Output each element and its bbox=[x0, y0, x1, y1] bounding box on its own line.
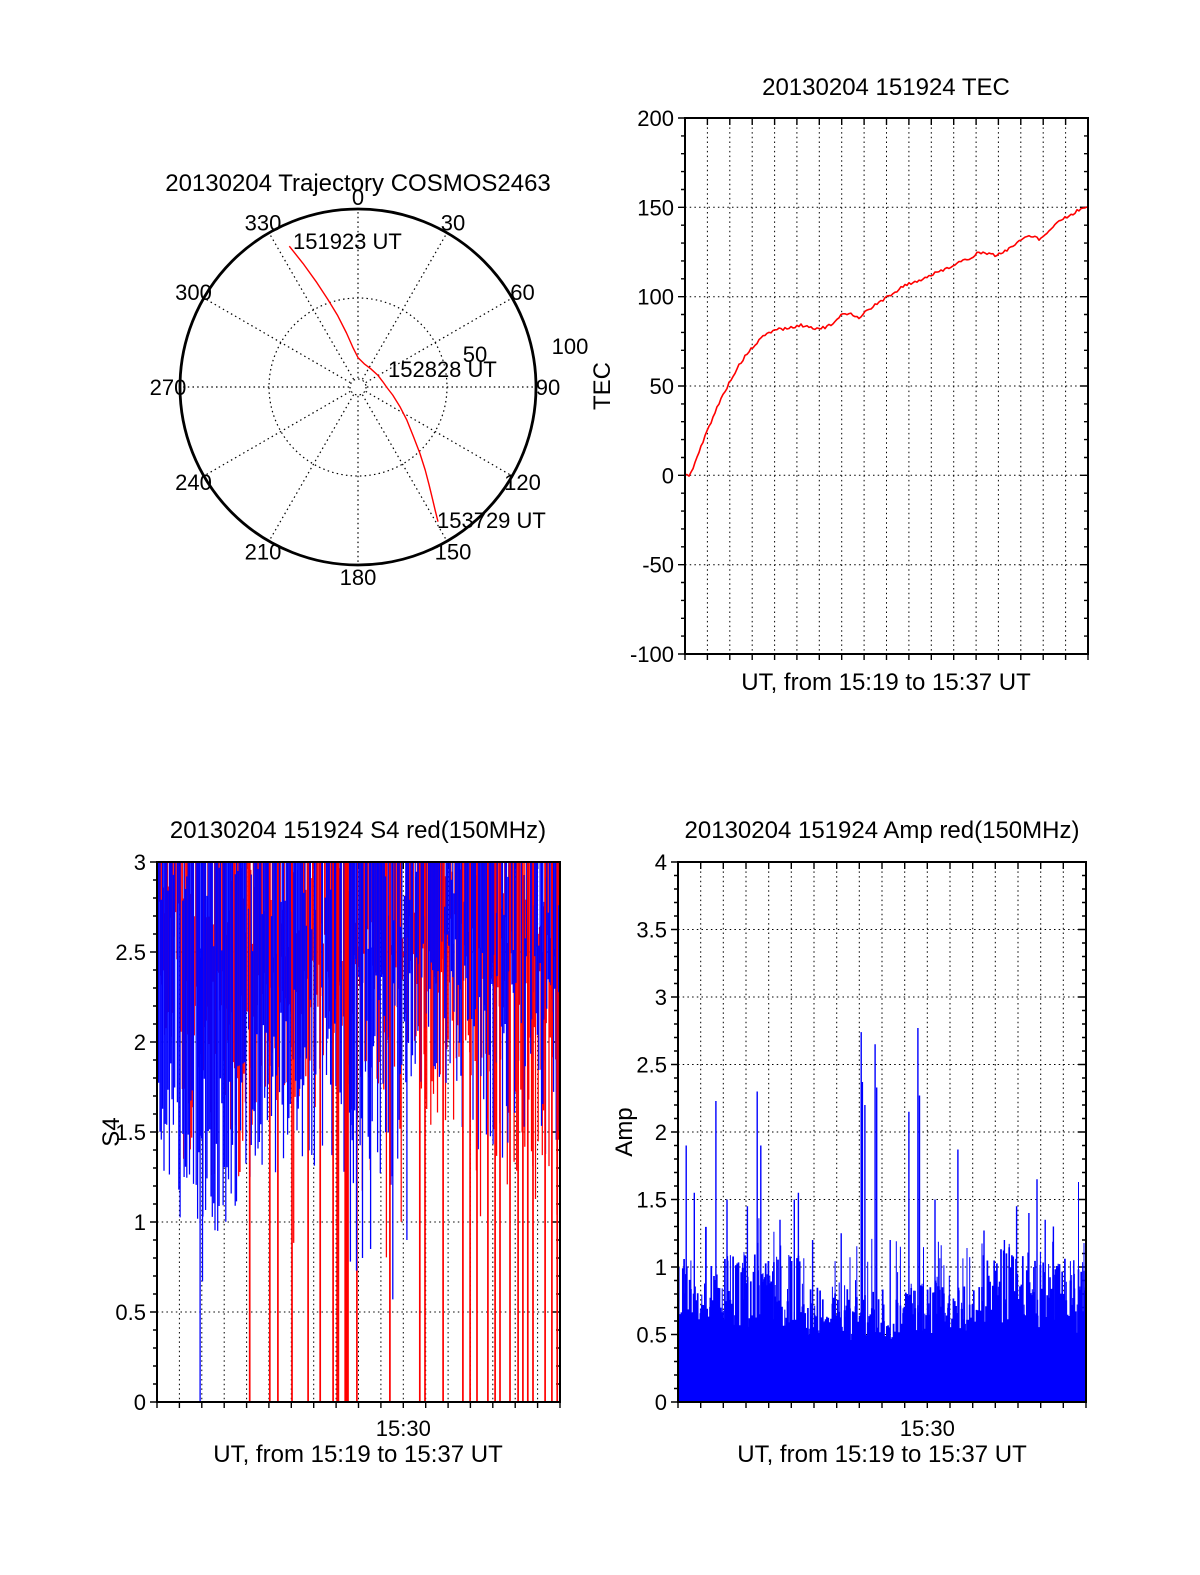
polar-outer-circle bbox=[178, 207, 538, 567]
grid-lines bbox=[678, 862, 1086, 1402]
s4-x-axis-label: UT, from 15:19 to 15:37 UT bbox=[213, 1441, 503, 1468]
amp-canvas: 4 3.5 3 2.5 2 1.5 1 0.5 0 15:30 bbox=[636, 850, 1087, 1441]
s4-y-axis-label: S4 bbox=[98, 1117, 125, 1146]
s4-red-dropout-lines bbox=[248, 862, 559, 1402]
tec-y-axis-label: TEC bbox=[589, 362, 616, 410]
tec-x-axis-label: UT, from 15:19 to 15:37 UT bbox=[741, 669, 1031, 696]
polar-angle-tick-label: 300 bbox=[175, 280, 212, 305]
polar-angle-tick-label: 210 bbox=[245, 540, 282, 565]
y-tick-label: 2.5 bbox=[636, 1053, 667, 1078]
amp-x-axis-label: UT, from 15:19 to 15:37 UT bbox=[737, 1441, 1027, 1468]
x-tick-label: 15:30 bbox=[900, 1416, 955, 1441]
polar-angle-tick-label: 90 bbox=[536, 375, 560, 400]
polar-angle-tick-label: 120 bbox=[504, 470, 541, 495]
trajectory-annotation-end-time: 153729 UT bbox=[437, 508, 546, 533]
y-tick-label: 1 bbox=[655, 1255, 667, 1280]
plot-frame bbox=[156, 861, 561, 1403]
polar-angle-tick-label: 180 bbox=[340, 565, 377, 590]
trajectory-line bbox=[288, 245, 439, 522]
plot-frame bbox=[677, 861, 1087, 1403]
y-tick-label: 0 bbox=[662, 463, 674, 488]
y-tick-label: 3 bbox=[655, 985, 667, 1010]
polar-angle-tick-label: 30 bbox=[441, 211, 465, 236]
polar-grid-ring-50 bbox=[268, 297, 448, 477]
y-tick-label: 50 bbox=[650, 374, 674, 399]
plot-frame bbox=[684, 117, 1089, 655]
amp-big-spike-lines bbox=[685, 1028, 1075, 1402]
tick-marks bbox=[678, 117, 1089, 660]
polar-angle-tick-label: 150 bbox=[435, 540, 472, 565]
trajectory-title: 20130204 Trajectory COSMOS2463 bbox=[165, 170, 551, 197]
polar-angle-tick-label: 60 bbox=[510, 280, 534, 305]
y-tick-label: 0.5 bbox=[636, 1323, 667, 1348]
y-tick-label: 2 bbox=[134, 1030, 146, 1055]
y-tick-label: 0 bbox=[134, 1390, 146, 1415]
amp-title: 20130204 151924 Amp red(150MHz) bbox=[685, 817, 1080, 844]
s4-title: 20130204 151924 S4 red(150MHz) bbox=[170, 817, 546, 844]
y-tick-label: -100 bbox=[630, 642, 674, 667]
y-tick-label: 100 bbox=[637, 285, 674, 310]
y-tick-label: 2.5 bbox=[115, 940, 146, 965]
tec-canvas: 200 150 100 50 0 -50 -100 bbox=[630, 106, 1089, 667]
y-tick-label: 2 bbox=[655, 1120, 667, 1145]
y-tick-label: 1.5 bbox=[636, 1188, 667, 1213]
trajectory-plot: 0 30 60 90 120 150 180 210 240 270 300 330 50 100 201… bbox=[150, 170, 589, 590]
trajectory-polar-canvas: 0 30 60 90 120 150 180 210 240 270 300 330 50 100 bbox=[150, 185, 589, 590]
y-tick-label: 3.5 bbox=[636, 918, 667, 943]
y-tick-label: -50 bbox=[642, 553, 674, 578]
y-tick-label: 4 bbox=[655, 850, 667, 875]
polar-grid-center-ring bbox=[349, 378, 367, 396]
s4-canvas: 3 2.5 2 1.5 1 0.5 0 15:30 bbox=[115, 850, 561, 1441]
y-tick-label: 1 bbox=[134, 1210, 146, 1235]
amp-y-axis-label: Amp bbox=[611, 1107, 638, 1156]
y-tick-label: 150 bbox=[637, 195, 674, 220]
y-tick-label: 1.5 bbox=[115, 1120, 146, 1145]
s4-plot: 3 2.5 2 1.5 1 0.5 0 15:30 20130204 151924 S4 re… bbox=[98, 817, 561, 1468]
grid-lines bbox=[685, 118, 1088, 654]
y-tick-label: 3 bbox=[134, 850, 146, 875]
polar-radial-tick-label: 100 bbox=[552, 334, 589, 359]
x-tick-label: 15:30 bbox=[376, 1416, 431, 1441]
tec-title: 20130204 151924 TEC bbox=[762, 74, 1010, 101]
tec-curve bbox=[684, 206, 1088, 477]
y-tick-label: 0 bbox=[655, 1390, 667, 1415]
polar-angle-tick-label: 330 bbox=[245, 211, 282, 236]
s4-blue-deep-drop-lines bbox=[199, 862, 408, 1402]
polar-angle-tick-label: 0 bbox=[352, 185, 364, 210]
amp-plot: 4 3.5 3 2.5 2 1.5 1 0.5 0 15:30 20130204 151924 A… bbox=[611, 817, 1087, 1468]
y-tick-label: 200 bbox=[637, 106, 674, 131]
polar-angle-tick-label: 270 bbox=[150, 375, 187, 400]
polar-angle-tick-label: 240 bbox=[175, 470, 212, 495]
trajectory-annotation-start-time: 151923 UT bbox=[293, 229, 402, 254]
polar-radial-tick-label: 50 bbox=[463, 342, 487, 367]
trajectory-annotation-mid-time: 152828 UT bbox=[388, 357, 497, 382]
y-tick-label: 0.5 bbox=[115, 1300, 146, 1325]
